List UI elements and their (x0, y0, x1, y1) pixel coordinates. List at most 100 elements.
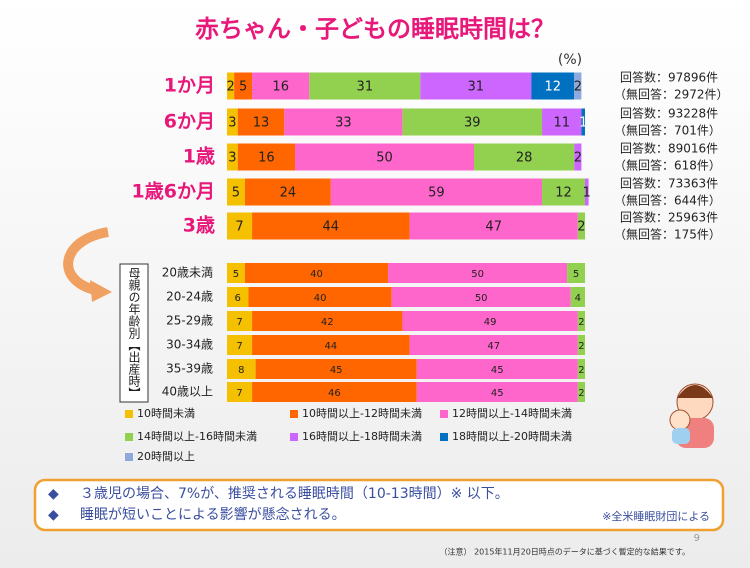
bar-segment (252, 311, 403, 331)
group-label: 母親の年齢別【出産時】 (127, 267, 141, 399)
legend-label: 14時間以上-16時間未満 (137, 430, 257, 443)
note-box (33, 478, 725, 532)
bar-segment (227, 178, 245, 206)
bar-segment (284, 108, 403, 136)
category-label: 40歳以上 (162, 385, 213, 399)
legend-label: 20時間以上 (137, 450, 195, 463)
data-label: 31 (357, 80, 374, 95)
bar-segment (574, 143, 582, 171)
bar-segment (577, 382, 585, 402)
title: 赤ちゃん・子どもの睡眠時間は？ (195, 15, 555, 43)
data-label: 50 (475, 293, 488, 304)
bar-segment (227, 335, 253, 355)
data-label: 12 (545, 80, 562, 95)
bar-segment (577, 212, 585, 240)
bar-segment (577, 311, 585, 331)
bar-segment (227, 212, 253, 240)
legend-label: 10時間未満 (137, 407, 195, 420)
bar-segment (234, 72, 253, 100)
legend-swatch (440, 433, 448, 441)
bar-segment (474, 143, 575, 171)
response-count: 回答数：93228件 (620, 106, 718, 121)
bullet: ◆ (48, 486, 59, 502)
data-label: 47 (487, 341, 500, 352)
data-label: 2 (226, 80, 234, 95)
no-response-count: （無回答：701件） (614, 123, 721, 138)
data-label: 7 (236, 388, 242, 399)
data-label: 31 (468, 80, 485, 95)
category-label: 35-39歳 (166, 362, 213, 376)
data-label: 13 (253, 116, 270, 131)
legend-swatch (290, 433, 298, 441)
unit: (%) (558, 52, 582, 68)
bar-segment (391, 287, 571, 307)
data-label: 16 (258, 151, 275, 166)
data-label: 44 (323, 220, 340, 235)
data-label: 5 (232, 186, 240, 201)
legend-swatch (290, 410, 298, 418)
bar-segment (402, 311, 578, 331)
no-response-count: （無回答：2972件） (614, 87, 729, 102)
data-label: 33 (335, 116, 352, 131)
data-label: 6 (235, 293, 241, 304)
bar-segment (252, 212, 410, 240)
response-count: 回答数：97896件 (620, 70, 718, 85)
category-label: 1か月 (164, 75, 215, 97)
bar-segment (227, 72, 235, 100)
no-response-count: （無回答：618件） (614, 158, 721, 173)
bar-segment (227, 287, 249, 307)
legend-swatch (125, 453, 133, 461)
bar-segment (585, 178, 589, 206)
bar-segment (577, 335, 585, 355)
data-label: 2 (577, 220, 585, 235)
data-label: 2 (574, 151, 582, 166)
data-label: 28 (516, 151, 533, 166)
bar-segment (330, 178, 543, 206)
bullet: ◆ (48, 507, 59, 523)
category-label: 25-29歳 (166, 314, 213, 328)
data-label: 40 (314, 293, 327, 304)
data-label: 3 (228, 116, 236, 131)
bar-segment (255, 359, 417, 379)
bar-segment (409, 212, 578, 240)
legend-label: 16時間以上-18時間未満 (302, 430, 422, 443)
data-label: 24 (280, 186, 297, 201)
data-label: 1 (579, 116, 587, 131)
bar-segment (416, 382, 578, 402)
legend-swatch (125, 410, 133, 418)
bar-segment (581, 108, 585, 136)
note-line: ３歳児の場合、7%が、推奨される睡眠時間（10-13時間）※ 以下。 (80, 486, 509, 502)
data-label: 11 (553, 116, 570, 131)
no-response-count: （無回答：175件） (614, 227, 721, 242)
bar-segment (574, 72, 582, 100)
bar-segment (388, 263, 568, 283)
data-label: 42 (321, 317, 334, 328)
legend-swatch (440, 410, 448, 418)
bar-segment (227, 382, 253, 402)
data-label: 45 (491, 388, 504, 399)
bar-segment (227, 108, 238, 136)
bar-segment (531, 72, 575, 100)
data-label: 16 (272, 80, 289, 95)
data-label: 46 (328, 388, 341, 399)
data-label: 2 (578, 341, 584, 352)
bar-segment (567, 263, 585, 283)
legend-swatch (125, 433, 133, 441)
data-label: 12 (555, 186, 572, 201)
legend-label: 18時間以上-20時間未満 (452, 430, 572, 443)
category-label: 20歳未満 (162, 266, 213, 280)
bar-segment (542, 178, 585, 206)
data-label: 40 (310, 269, 323, 280)
note-line: 睡眠が短いことによる影響が懸念される。 (80, 506, 346, 523)
group-label-box (119, 263, 149, 403)
data-label: 47 (485, 220, 502, 235)
bar-segment (237, 108, 285, 136)
data-label: 5 (233, 269, 239, 280)
bar-segment (402, 108, 543, 136)
data-label: 39 (464, 116, 481, 131)
bar-segment (227, 263, 245, 283)
bar-segment (416, 359, 578, 379)
arrow-head (90, 280, 112, 302)
data-label: 5 (573, 269, 579, 280)
